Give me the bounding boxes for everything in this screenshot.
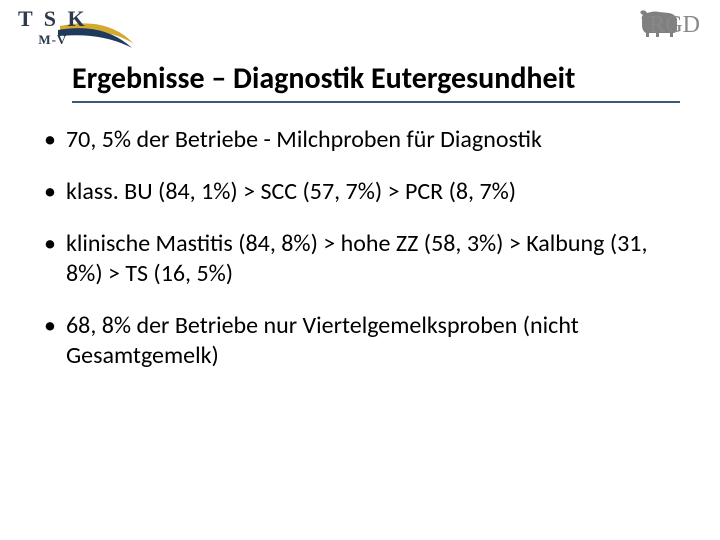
list-item: 68, 8% der Betriebe nur Viertelgemelkspr… bbox=[44, 311, 676, 371]
bullet-list: 70, 5% der Betriebe - Milchproben für Di… bbox=[44, 125, 676, 371]
logo-right: RGD bbox=[637, 8, 700, 39]
logo-right-text: RGD bbox=[649, 12, 700, 39]
content: 70, 5% der Betriebe - Milchproben für Di… bbox=[0, 103, 720, 371]
list-item: klass. BU (84, 1%) > SCC (57, 7%) > PCR … bbox=[44, 177, 676, 207]
list-item: 70, 5% der Betriebe - Milchproben für Di… bbox=[44, 125, 676, 155]
logo-left-main: T S K bbox=[18, 8, 88, 30]
slide: T S K M-V RGD Ergebnisse – Diagnostik Eu… bbox=[0, 0, 720, 540]
slide-title: Ergebnisse – Diagnostik Eutergesundheit bbox=[72, 60, 680, 103]
header: T S K M-V RGD bbox=[0, 0, 720, 60]
list-item: klinische Mastitis (84, 8%) > hohe ZZ (5… bbox=[44, 229, 676, 289]
title-wrap: Ergebnisse – Diagnostik Eutergesundheit bbox=[0, 60, 720, 103]
logo-left: T S K M-V bbox=[18, 8, 88, 48]
